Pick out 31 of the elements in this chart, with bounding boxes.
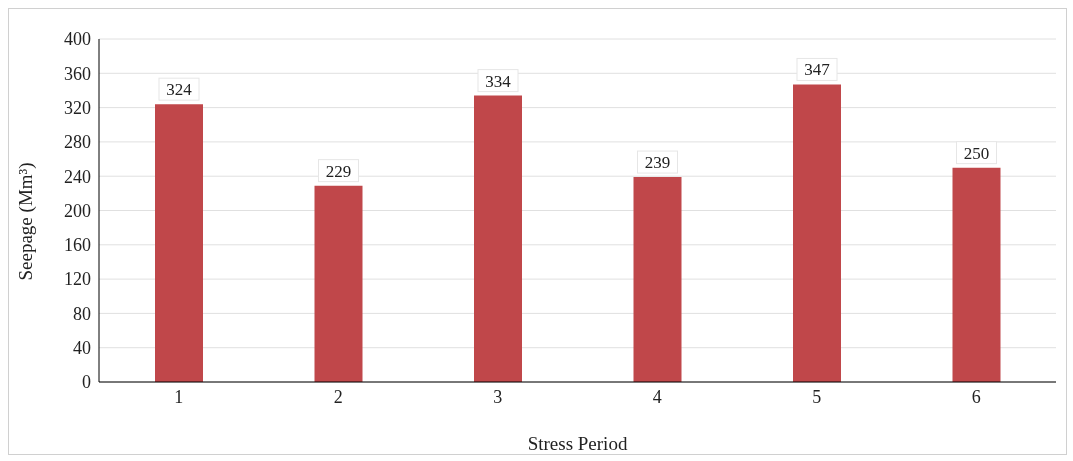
y-tick-label: 280 bbox=[64, 132, 91, 153]
y-tick-label: 320 bbox=[64, 97, 91, 118]
y-tick-label: 80 bbox=[73, 303, 91, 324]
y-tick-label: 200 bbox=[64, 200, 91, 221]
data-label: 324 bbox=[166, 80, 193, 100]
y-tick-label: 40 bbox=[73, 338, 91, 359]
x-tick-label: 5 bbox=[812, 386, 822, 407]
data-label: 239 bbox=[644, 153, 671, 173]
y-tick-label: 360 bbox=[64, 63, 91, 84]
data-label: 229 bbox=[325, 161, 352, 181]
data-label: 347 bbox=[804, 60, 831, 80]
x-tick-label: 1 bbox=[174, 386, 184, 407]
y-tick-label: 0 bbox=[82, 372, 91, 393]
data-label: 334 bbox=[485, 71, 512, 91]
y-tick-label: 240 bbox=[64, 166, 91, 187]
bar bbox=[314, 185, 363, 382]
bar bbox=[474, 95, 522, 382]
y-axis-title: Seepage (Mm³) bbox=[14, 162, 37, 281]
bar bbox=[633, 177, 682, 382]
y-tick-label: 400 bbox=[64, 29, 91, 50]
data-label: 250 bbox=[963, 143, 990, 163]
x-tick-label: 2 bbox=[333, 386, 343, 407]
bar bbox=[155, 104, 203, 382]
bar bbox=[793, 84, 841, 382]
x-tick-label: 3 bbox=[493, 386, 503, 407]
bar bbox=[952, 167, 1001, 382]
y-tick-label: 120 bbox=[64, 269, 91, 290]
x-axis-title: Stress Period bbox=[527, 433, 628, 454]
y-tick-label: 160 bbox=[64, 235, 91, 256]
x-tick-label: 6 bbox=[971, 386, 981, 407]
x-tick-label: 4 bbox=[652, 386, 662, 407]
